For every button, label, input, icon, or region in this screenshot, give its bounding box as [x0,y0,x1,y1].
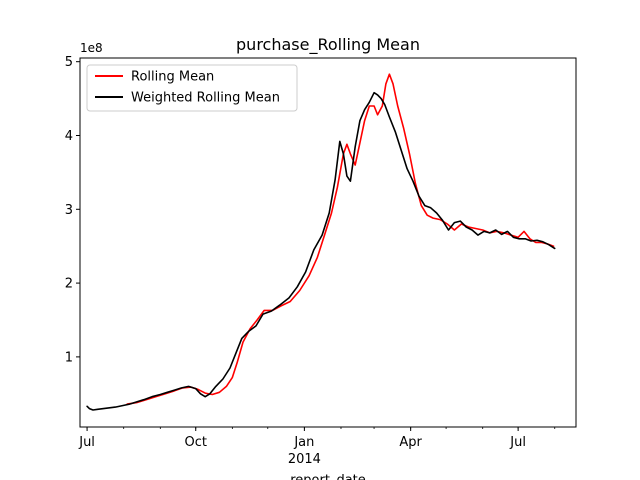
x-tick-label: Jul [78,435,95,450]
chart-title: purchase_Rolling Mean [236,35,420,55]
series-line-weighted-rolling-mean [86,91,556,411]
series-layer [86,73,556,411]
plot-frame [79,57,577,428]
y-tick-label: 2 [65,277,73,292]
series-line-rolling-mean [126,73,555,405]
y-tick-label: 1 [65,350,73,365]
legend-box [86,64,298,112]
y-axis: 1 2 3 4 5 [65,55,80,365]
x-tick-label: Apr [399,435,422,450]
plot-area [80,58,576,427]
x-tick-label: Jan [293,435,314,450]
y-multiplier-label: 1e8 [80,41,103,55]
legend: Rolling Mean Weighted Rolling Mean [86,64,298,112]
x-tick-label: Jul [509,435,526,450]
x-tick-sublabel: 2014 [288,452,321,467]
y-tick-label: 4 [65,129,73,144]
y-tick-label: 3 [65,203,73,218]
legend-label-rolling-mean: Rolling Mean [131,70,214,85]
y-tick-label: 5 [65,55,73,70]
x-axis-label: report_date [290,473,366,480]
x-tick-label: Oct [184,435,206,450]
legend-label-weighted-rolling-mean: Weighted Rolling Mean [131,91,280,106]
